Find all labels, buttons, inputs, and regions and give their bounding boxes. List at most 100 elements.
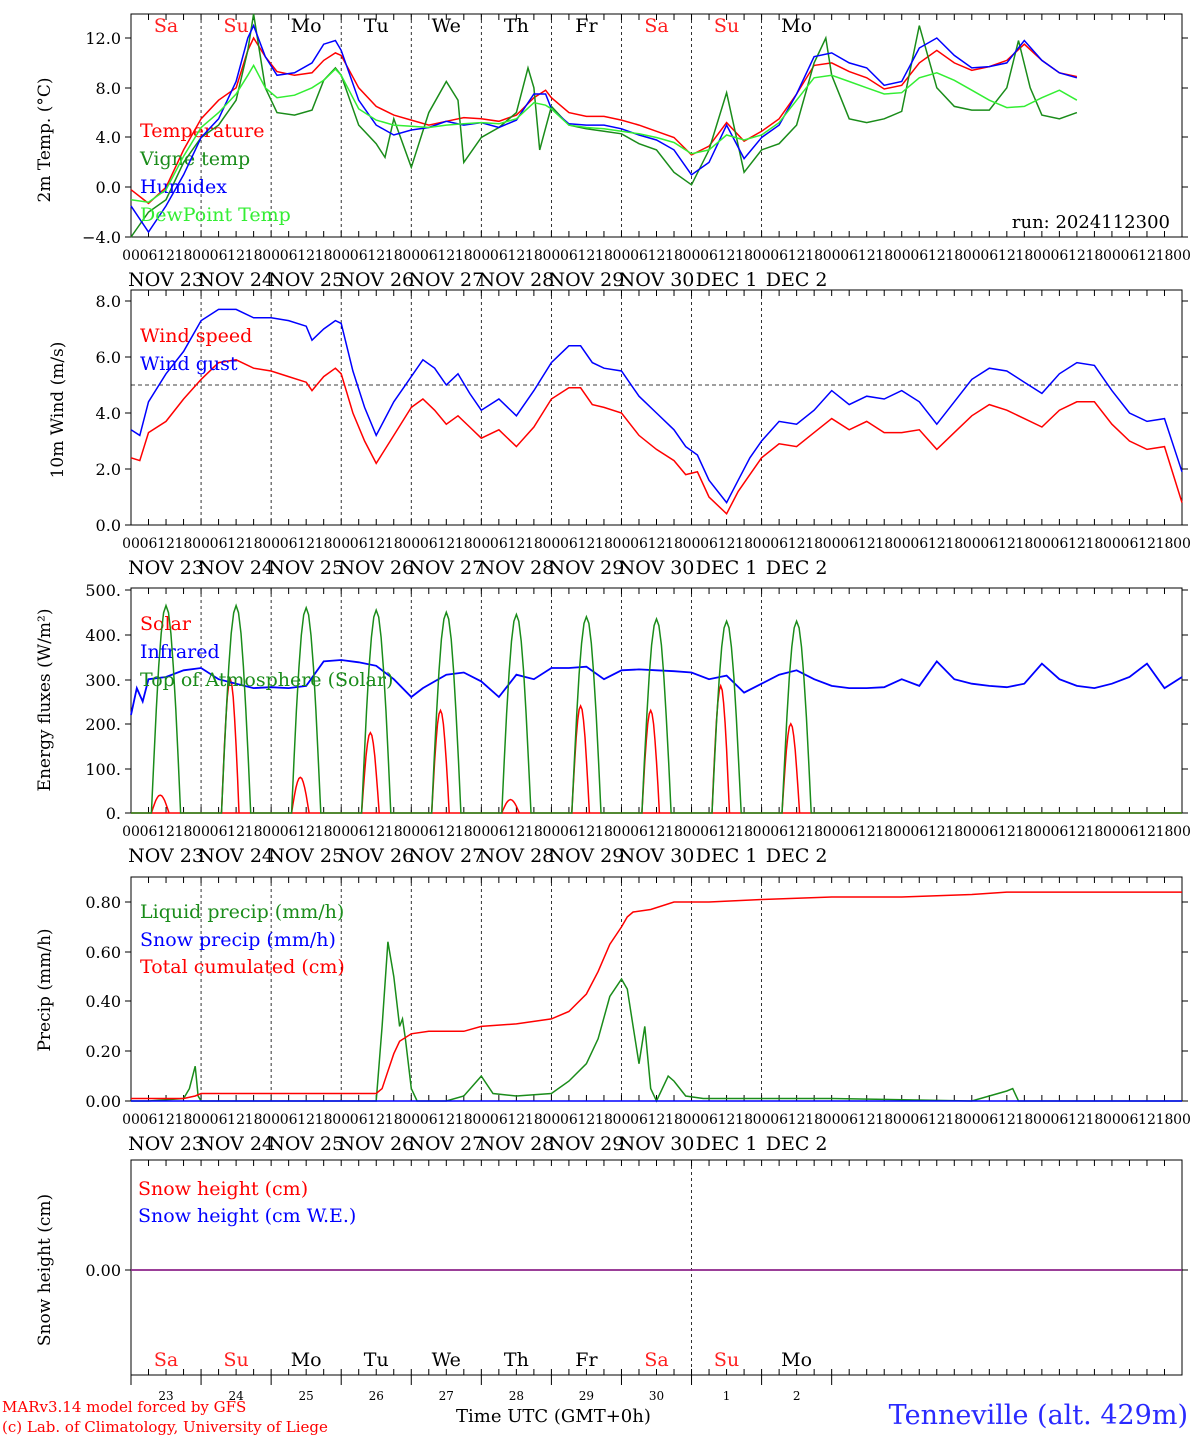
hour-label: 12	[998, 824, 1016, 840]
date-label: NOV 29	[549, 269, 625, 291]
y-tick-label: 4.0	[96, 128, 121, 147]
hour-label: 06	[280, 1112, 298, 1128]
hour-label: 18	[1086, 248, 1104, 264]
weekday-label: Mo	[291, 1349, 322, 1371]
panel-frame	[130, 587, 1183, 814]
y-tick-label: 200.	[85, 715, 121, 734]
date-label: NOV 30	[619, 269, 695, 291]
hour-label: 18	[875, 248, 893, 264]
hour-label: 18	[1086, 536, 1104, 552]
hour-label: 12	[297, 1112, 315, 1128]
hour-label: 06	[280, 248, 298, 264]
hour-label: 00	[683, 248, 701, 264]
hour-label: 00	[823, 1112, 841, 1128]
hour-label: 06	[910, 1112, 928, 1128]
hour-label: 06	[840, 1112, 858, 1128]
weekday-label: Fr	[575, 15, 598, 37]
hour-label: 12	[227, 248, 245, 264]
date-label: NOV 29	[549, 1133, 625, 1155]
hour-label: 12	[297, 824, 315, 840]
hour-label: 06	[630, 248, 648, 264]
hour-label: 18	[245, 536, 263, 552]
date-label: NOV 26	[338, 269, 414, 291]
hour-label: 18	[455, 536, 473, 552]
hour-label: 06	[770, 536, 788, 552]
date-label: DEC 1	[696, 845, 758, 867]
date-label: NOV 27	[408, 845, 484, 867]
hour-label: 06	[980, 1112, 998, 1128]
hour-label: 18	[875, 824, 893, 840]
legend-entry: Top of Atmosphere (Solar)	[140, 669, 393, 691]
hour-label: 12	[1068, 824, 1086, 840]
hour-label: 06	[1121, 536, 1139, 552]
model-credit: MARv3.14 model forced by GFS	[2, 1398, 247, 1416]
date-label: NOV 29	[549, 845, 625, 867]
hour-label: 06	[840, 248, 858, 264]
hour-label: 00	[823, 824, 841, 840]
y-tick-label: 400.	[85, 626, 121, 645]
hour-label: 12	[998, 248, 1016, 264]
day-number: 30	[649, 1389, 664, 1403]
legend-entry: Solar	[140, 613, 192, 635]
date-label: DEC 2	[766, 845, 828, 867]
hour-label: 18	[735, 1112, 753, 1128]
hour-label: 00	[472, 824, 490, 840]
day-number: 23	[158, 1389, 173, 1403]
series-line-total-cumulated-cm-	[131, 891, 1182, 1100]
legend-entry: Wind gust	[140, 353, 238, 375]
hour-label: 06	[350, 248, 368, 264]
hour-label: 00	[332, 824, 350, 840]
hour-label: 12	[928, 824, 946, 840]
hour-label: 00	[963, 248, 981, 264]
hour-label: 06	[210, 248, 228, 264]
hour-label: 00	[893, 536, 911, 552]
hour-label: 18	[1156, 1112, 1174, 1128]
hour-label: 12	[507, 824, 525, 840]
hour-label: 18	[245, 824, 263, 840]
legend-entry: Infrared	[140, 641, 220, 663]
hour-label: 18	[455, 1112, 473, 1128]
hour-label: 18	[805, 248, 823, 264]
hour-label: 12	[157, 536, 175, 552]
hour-label: 06	[560, 824, 578, 840]
date-label: DEC 2	[766, 269, 828, 291]
date-label: DEC 1	[696, 269, 758, 291]
weekday-label: Sa	[154, 1349, 178, 1371]
hour-label: 18	[385, 1112, 403, 1128]
hour-label: 18	[455, 248, 473, 264]
hour-label: 12	[858, 536, 876, 552]
hour-label: 12	[788, 824, 806, 840]
hour-label: 06	[1050, 248, 1068, 264]
hour-label: 12	[157, 248, 175, 264]
hour-label: 06	[840, 536, 858, 552]
hour-label: 00	[753, 824, 771, 840]
hour-label: 06	[560, 1112, 578, 1128]
hour-label: 12	[578, 536, 596, 552]
hour-label: 00	[472, 248, 490, 264]
hour-label: 06	[1050, 824, 1068, 840]
weekday-label: Tu	[364, 15, 389, 37]
date-label: NOV 25	[268, 557, 344, 579]
y-tick-label: 0.	[106, 804, 121, 823]
legend-entry: Snow height (cm W.E.)	[138, 1205, 356, 1227]
hour-label: 00	[402, 1112, 420, 1128]
date-label: NOV 24	[198, 1133, 274, 1155]
hour-label: 06	[560, 248, 578, 264]
hour-label: 06	[980, 824, 998, 840]
hour-label: 00	[262, 1112, 280, 1128]
hour-label: 18	[735, 824, 753, 840]
hour-label: 00	[823, 536, 841, 552]
hour-label: 18	[595, 536, 613, 552]
weekday-label: Sa	[644, 15, 668, 37]
hour-label: 00	[262, 536, 280, 552]
hour-label: 00	[683, 1112, 701, 1128]
hour-label: 00	[893, 1112, 911, 1128]
weekday-label: Su	[714, 1349, 739, 1371]
y-axis-label: Snow height (cm)	[35, 1194, 55, 1346]
hour-label: 06	[350, 536, 368, 552]
hour-label: 18	[1086, 1112, 1104, 1128]
hour-label: 06	[1050, 536, 1068, 552]
hour-label: 12	[227, 1112, 245, 1128]
hour-label: 00	[1173, 536, 1191, 552]
